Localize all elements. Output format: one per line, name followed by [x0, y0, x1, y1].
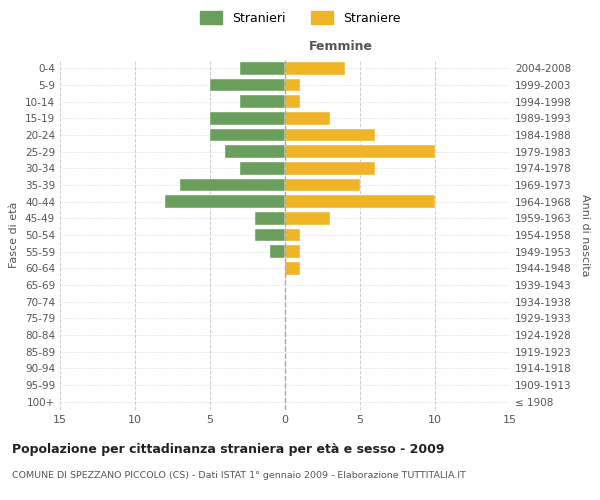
Bar: [180, 179, 285, 192]
Bar: [285, 262, 300, 274]
Bar: [270, 246, 285, 258]
Bar: [225, 146, 285, 158]
Bar: [210, 112, 285, 124]
Bar: [255, 229, 285, 241]
Y-axis label: Fasce di età: Fasce di età: [10, 202, 19, 268]
Bar: [240, 62, 285, 74]
Bar: [240, 162, 285, 174]
Bar: [285, 196, 435, 208]
Bar: [285, 112, 330, 124]
Bar: [285, 96, 300, 108]
Bar: [285, 212, 330, 224]
Text: COMUNE DI SPEZZANO PICCOLO (CS) - Dati ISTAT 1° gennaio 2009 - Elaborazione TUTT: COMUNE DI SPEZZANO PICCOLO (CS) - Dati I…: [12, 471, 466, 480]
Bar: [285, 246, 300, 258]
Bar: [285, 146, 435, 158]
Bar: [285, 229, 300, 241]
Bar: [240, 96, 285, 108]
Text: Popolazione per cittadinanza straniera per età e sesso - 2009: Popolazione per cittadinanza straniera p…: [12, 442, 445, 456]
Y-axis label: Anni di nascita: Anni di nascita: [580, 194, 590, 276]
Bar: [285, 129, 375, 141]
Bar: [210, 129, 285, 141]
Bar: [285, 62, 345, 74]
Text: Femmine: Femmine: [309, 40, 373, 53]
Bar: [255, 212, 285, 224]
Legend: Stranieri, Straniere: Stranieri, Straniere: [199, 11, 401, 25]
Bar: [285, 179, 360, 192]
Bar: [285, 79, 300, 92]
Bar: [210, 79, 285, 92]
Bar: [285, 162, 375, 174]
Bar: [165, 196, 285, 208]
